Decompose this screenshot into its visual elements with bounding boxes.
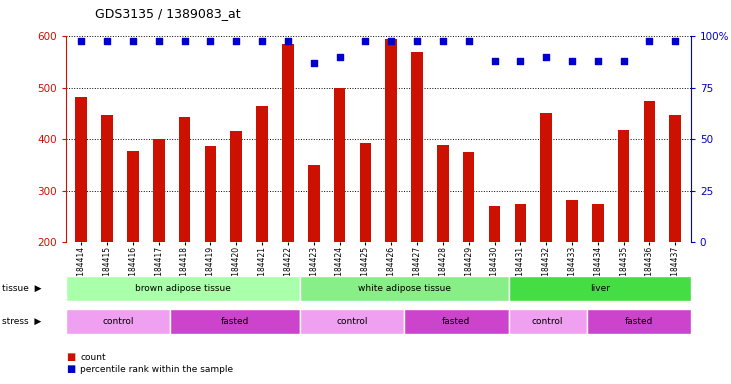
Point (566, 58, 577, 64)
Point (360, 38, 371, 44)
Bar (592, 204, 604, 242)
Point (411, 38, 423, 44)
Text: control: control (336, 317, 368, 326)
Bar (179, 117, 190, 242)
Point (205, 38, 216, 44)
Bar (644, 101, 655, 242)
Text: ■: ■ (66, 364, 75, 374)
Text: white adipose tissue: white adipose tissue (358, 285, 451, 293)
Bar (308, 165, 319, 242)
Point (463, 38, 474, 44)
Point (385, 38, 397, 44)
Text: liver: liver (590, 285, 610, 293)
Point (75, 38, 87, 44)
Bar (282, 44, 294, 242)
Bar (540, 113, 552, 242)
Bar (412, 52, 423, 242)
Text: percentile rank within the sample: percentile rank within the sample (80, 365, 233, 374)
Point (230, 38, 242, 44)
Bar (360, 143, 371, 242)
Point (257, 38, 268, 44)
Bar (586, 309, 691, 334)
Point (618, 58, 629, 64)
Point (540, 54, 552, 60)
Bar (257, 106, 268, 242)
Bar (66, 309, 170, 334)
Bar (509, 276, 691, 301)
Point (488, 58, 500, 64)
Point (102, 38, 113, 44)
Bar (618, 130, 629, 242)
Bar (567, 200, 577, 242)
Text: brown adipose tissue: brown adipose tissue (135, 285, 231, 293)
Point (179, 38, 191, 44)
Bar (153, 139, 164, 242)
Bar (75, 96, 87, 242)
Bar (509, 309, 586, 334)
Text: fasted: fasted (221, 317, 249, 326)
Text: fasted: fasted (442, 317, 471, 326)
Point (127, 38, 139, 44)
Bar (300, 276, 509, 301)
Text: tissue  ▶: tissue ▶ (2, 284, 42, 293)
Point (153, 38, 164, 44)
Text: GDS3135 / 1389083_at: GDS3135 / 1389083_at (95, 7, 240, 20)
Bar (127, 151, 139, 242)
Text: fasted: fasted (624, 317, 653, 326)
Point (282, 38, 294, 44)
Text: control: control (102, 317, 134, 326)
Bar (230, 131, 242, 242)
Point (670, 38, 681, 44)
Bar (670, 115, 681, 242)
Text: ■: ■ (66, 352, 75, 362)
Point (515, 58, 526, 64)
Bar (66, 276, 300, 301)
Bar (334, 88, 345, 242)
Text: count: count (80, 353, 106, 362)
Bar (437, 146, 449, 242)
Bar (300, 309, 404, 334)
Bar (205, 146, 216, 242)
Bar (102, 114, 113, 242)
Bar (404, 309, 509, 334)
Bar (385, 39, 397, 242)
Point (437, 38, 449, 44)
Bar (463, 152, 474, 242)
Point (334, 54, 346, 60)
Bar (170, 309, 300, 334)
Point (308, 60, 319, 66)
Bar (515, 204, 526, 242)
Bar (489, 206, 500, 242)
Point (643, 38, 655, 44)
Text: stress  ▶: stress ▶ (2, 317, 42, 326)
Point (592, 58, 604, 64)
Text: control: control (532, 317, 564, 326)
